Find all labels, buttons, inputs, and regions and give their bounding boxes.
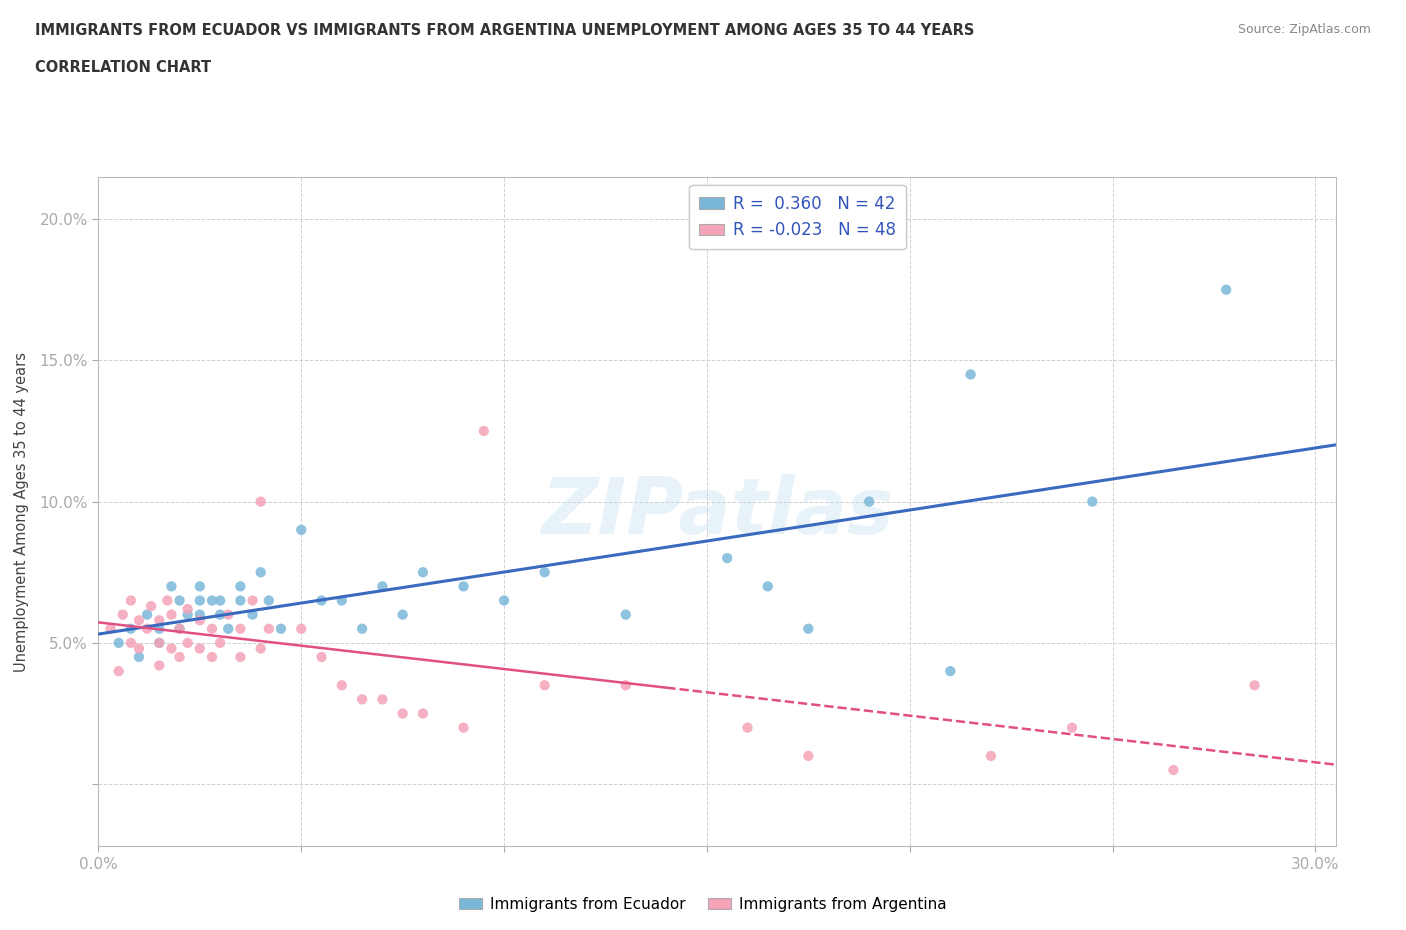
Point <box>797 749 820 764</box>
Point <box>980 749 1002 764</box>
Point <box>100 621 122 636</box>
Legend: R =  0.360   N = 42, R = -0.023   N = 48: R = 0.360 N = 42, R = -0.023 N = 48 <box>689 185 905 249</box>
Point <box>209 593 232 608</box>
Point <box>412 565 434 579</box>
Y-axis label: Unemployment Among Ages 35 to 44 years: Unemployment Among Ages 35 to 44 years <box>14 352 28 671</box>
Point <box>229 621 252 636</box>
Point <box>1060 720 1083 735</box>
Point <box>257 593 280 608</box>
Point <box>311 593 333 608</box>
Text: ZIPatlas: ZIPatlas <box>541 473 893 550</box>
Point <box>169 621 191 636</box>
Point <box>352 621 374 636</box>
Point <box>311 649 333 664</box>
Point <box>737 720 759 735</box>
Point <box>229 579 252 594</box>
Point <box>201 593 224 608</box>
Point <box>176 635 198 650</box>
Point <box>716 551 738 565</box>
Point <box>188 579 211 594</box>
Point <box>209 607 232 622</box>
Point <box>1215 283 1237 298</box>
Point <box>453 720 475 735</box>
Point <box>136 621 159 636</box>
Point <box>371 692 394 707</box>
Point <box>614 678 637 693</box>
Legend: Immigrants from Ecuador, Immigrants from Argentina: Immigrants from Ecuador, Immigrants from… <box>453 891 953 918</box>
Point <box>1081 494 1104 509</box>
Point <box>188 607 211 622</box>
Text: Source: ZipAtlas.com: Source: ZipAtlas.com <box>1237 23 1371 36</box>
Point <box>858 494 880 509</box>
Point <box>160 579 183 594</box>
Point <box>169 593 191 608</box>
Point <box>176 602 198 617</box>
Point <box>290 523 312 538</box>
Point <box>242 593 264 608</box>
Point <box>229 593 252 608</box>
Point <box>614 607 637 622</box>
Point <box>330 678 353 693</box>
Point <box>391 706 413 721</box>
Point <box>242 607 264 622</box>
Point <box>249 494 271 509</box>
Point <box>257 621 280 636</box>
Point <box>391 607 413 622</box>
Point <box>201 621 224 636</box>
Point <box>156 593 179 608</box>
Point <box>160 641 183 656</box>
Point <box>169 649 191 664</box>
Point <box>148 658 170 673</box>
Point <box>533 678 555 693</box>
Point <box>176 607 198 622</box>
Point <box>148 613 170 628</box>
Point <box>160 607 183 622</box>
Point <box>136 607 159 622</box>
Point <box>756 579 779 594</box>
Point <box>120 621 142 636</box>
Point <box>290 621 312 636</box>
Point <box>148 621 170 636</box>
Point <box>188 641 211 656</box>
Point <box>188 613 211 628</box>
Point <box>128 649 150 664</box>
Point <box>209 635 232 650</box>
Point <box>330 593 353 608</box>
Point <box>494 593 516 608</box>
Text: CORRELATION CHART: CORRELATION CHART <box>35 60 211 75</box>
Point <box>120 635 142 650</box>
Point <box>120 593 142 608</box>
Point <box>453 579 475 594</box>
Point <box>939 664 962 679</box>
Point <box>169 621 191 636</box>
Point <box>797 621 820 636</box>
Point <box>148 635 170 650</box>
Point <box>128 641 150 656</box>
Point <box>128 613 150 628</box>
Point <box>270 621 292 636</box>
Point <box>217 621 239 636</box>
Point <box>148 635 170 650</box>
Point <box>217 607 239 622</box>
Point <box>959 367 981 382</box>
Point <box>371 579 394 594</box>
Point <box>188 593 211 608</box>
Point <box>229 649 252 664</box>
Point <box>533 565 555 579</box>
Point <box>111 607 134 622</box>
Point <box>141 599 163 614</box>
Point <box>1163 763 1185 777</box>
Point <box>352 692 374 707</box>
Point <box>249 565 271 579</box>
Point <box>472 423 495 438</box>
Point <box>107 635 129 650</box>
Point <box>107 664 129 679</box>
Point <box>1243 678 1265 693</box>
Text: IMMIGRANTS FROM ECUADOR VS IMMIGRANTS FROM ARGENTINA UNEMPLOYMENT AMONG AGES 35 : IMMIGRANTS FROM ECUADOR VS IMMIGRANTS FR… <box>35 23 974 38</box>
Point <box>412 706 434 721</box>
Point <box>249 641 271 656</box>
Point <box>201 649 224 664</box>
